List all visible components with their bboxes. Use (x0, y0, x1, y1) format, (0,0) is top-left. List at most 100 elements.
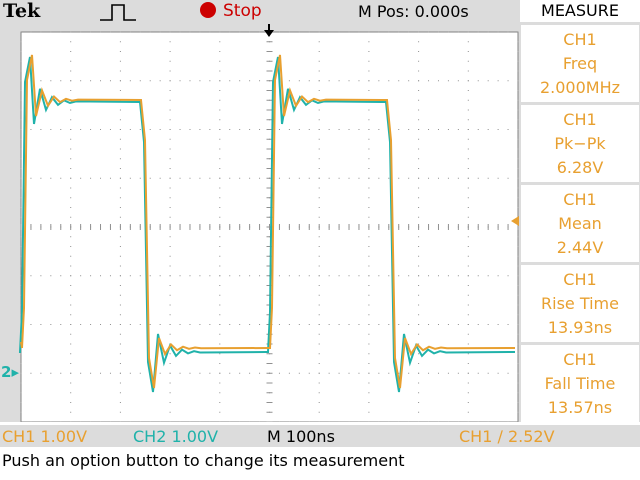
grid-dot (368, 197, 370, 199)
grid-dot (219, 411, 221, 413)
grid-dot (467, 207, 469, 208)
grid-dot (467, 275, 469, 277)
grid-dot (298, 324, 300, 325)
grid-dot (298, 129, 300, 130)
grid-dot (418, 304, 420, 306)
grid-dot (20, 90, 22, 91)
grid-dot (288, 372, 290, 374)
grid-dot (139, 177, 141, 179)
grid-dot (70, 31, 72, 33)
grid-dot (517, 343, 519, 345)
grid-dot (70, 158, 72, 160)
grid-dot (318, 207, 320, 208)
grid-dot (467, 255, 469, 257)
grid-dot (517, 158, 519, 160)
grid-dot (70, 333, 72, 335)
grid-dot (517, 41, 519, 43)
grid-dot (149, 31, 151, 33)
grid-dot (467, 168, 469, 169)
grid-dot (288, 421, 290, 422)
trigger-position-icon (264, 30, 274, 37)
grid-dot (467, 392, 469, 394)
grid-dot (368, 402, 370, 403)
grid-dot (219, 324, 221, 325)
grid-dot (119, 392, 121, 394)
measurement-freq[interactable]: CH1 Freq 2.000MHz (521, 25, 639, 102)
grid-dot (457, 129, 459, 130)
grid-dot (318, 197, 320, 199)
grid-dot (467, 324, 469, 325)
grid-dot (239, 421, 241, 422)
grid-dot (457, 275, 459, 277)
grid-dot (20, 421, 22, 422)
grid-dot (229, 80, 231, 82)
grid-dot (119, 129, 121, 130)
grid-dot (129, 31, 131, 33)
grid-dot (368, 353, 370, 355)
horizontal-position: M Pos: 0.000s (358, 2, 469, 21)
grid-dot (40, 324, 42, 325)
grid-dot (70, 129, 72, 130)
grid-dot (20, 158, 22, 160)
grid-dot (199, 177, 201, 179)
grid-dot (70, 168, 72, 169)
grid-dot (517, 207, 519, 208)
grid-dot (408, 129, 410, 130)
grid-dot (169, 60, 171, 62)
grid-dot (70, 275, 72, 277)
grid-dot (358, 31, 360, 33)
grid-dot (239, 372, 241, 374)
measurement-rise-time[interactable]: CH1 Rise Time 13.93ns (521, 265, 639, 342)
grid-dot (418, 31, 420, 33)
grid-dot (70, 372, 72, 374)
grid-dot (20, 265, 22, 267)
grid-dot (70, 304, 72, 306)
grid-dot (119, 402, 121, 403)
grid-dot (437, 275, 439, 277)
grid-dot (199, 421, 201, 422)
help-message: Push an option button to change its meas… (2, 451, 405, 470)
measurement-fall-time[interactable]: CH1 Fall Time 13.57ns (521, 345, 639, 422)
measurement-pk-pk[interactable]: CH1 Pk−Pk 6.28V (521, 105, 639, 182)
grid-dot (298, 80, 300, 82)
grid-dot (358, 129, 360, 130)
grid-dot (119, 177, 121, 179)
ch2-scale: CH2 1.00V (133, 427, 219, 446)
grid-dot (139, 421, 141, 422)
grid-dot (219, 265, 221, 267)
grid-dot (418, 382, 420, 384)
grid-dot (398, 324, 400, 325)
grid-dot (318, 363, 320, 364)
grid-dot (169, 138, 171, 140)
grid-dot (169, 421, 171, 422)
grid-dot (20, 363, 22, 364)
grid-dot (348, 324, 350, 325)
measurement-mean[interactable]: CH1 Mean 2.44V (521, 185, 639, 262)
grid-dot (398, 80, 400, 82)
grid-dot (408, 31, 410, 33)
grid-dot (169, 324, 171, 325)
grid-dot (169, 236, 171, 238)
grid-dot (467, 333, 469, 335)
grid-dot (189, 324, 191, 325)
grid-dot (70, 265, 72, 267)
grid-dot (328, 324, 330, 325)
grid-dot (368, 304, 370, 306)
grid-dot (318, 236, 320, 238)
grid-dot (30, 129, 32, 130)
grid-dot (288, 275, 290, 277)
grid-dot (308, 372, 310, 374)
grid-dot (437, 129, 439, 130)
grid-dot (358, 80, 360, 82)
grid-dot (378, 324, 380, 325)
grid-dot (288, 80, 290, 82)
grid-dot (278, 421, 280, 422)
grid-dot (109, 372, 111, 374)
grid-dot (368, 314, 370, 316)
grid-dot (249, 324, 251, 325)
grid-dot (318, 129, 320, 130)
grid-dot (169, 304, 171, 306)
grid-dot (209, 372, 211, 374)
grid-dot (517, 197, 519, 199)
grid-dot (288, 177, 290, 179)
